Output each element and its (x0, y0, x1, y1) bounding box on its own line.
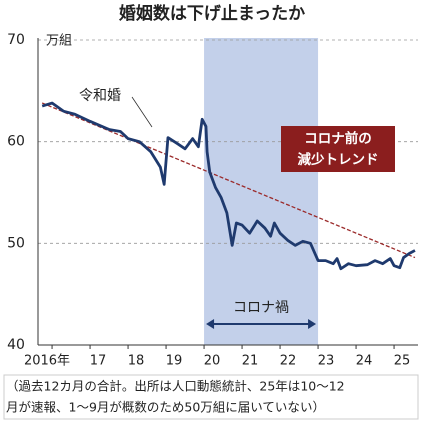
x-tick-label: 2016年 (24, 354, 70, 369)
y-tick-label: 70 (7, 32, 25, 48)
arrow-head (206, 319, 215, 329)
x-tick-label: 20 (204, 354, 221, 369)
x-tick-label: 22 (280, 354, 297, 369)
annotation: コロナ前の (304, 130, 372, 147)
y-tick-label: 60 (7, 134, 25, 150)
x-tick-label: 18 (128, 354, 145, 369)
y-tick-label: 50 (7, 235, 25, 251)
shade-label: コロナ禍 (233, 300, 289, 316)
annotation: 令和婚 (79, 88, 121, 104)
footnote-box (3, 374, 419, 420)
x-tick-label: 23 (318, 354, 335, 369)
annotation-box (281, 126, 395, 172)
chart-title: 婚姻数は下げ止まったか (119, 3, 305, 24)
y-tick-label: 40 (7, 337, 25, 353)
footnote: （過去12カ月の合計。出所は人口動態統計、25年は10～12 (6, 379, 345, 394)
x-tick-label: 19 (166, 354, 183, 369)
x-tick-label: 25 (394, 354, 411, 369)
leader-line (131, 96, 153, 128)
arrow-head (308, 319, 317, 329)
x-tick-label: 17 (90, 354, 107, 369)
footnote: 月が速報、1～9月が概数のため50万組に届いていない） (6, 400, 325, 415)
x-tick-label: 21 (242, 354, 259, 369)
shade-region (204, 38, 319, 345)
x-tick-label: 24 (356, 354, 373, 369)
data-line (41, 101, 416, 271)
y-unit: 万組 (46, 34, 72, 49)
annotation: 減少トレンド (298, 151, 379, 168)
